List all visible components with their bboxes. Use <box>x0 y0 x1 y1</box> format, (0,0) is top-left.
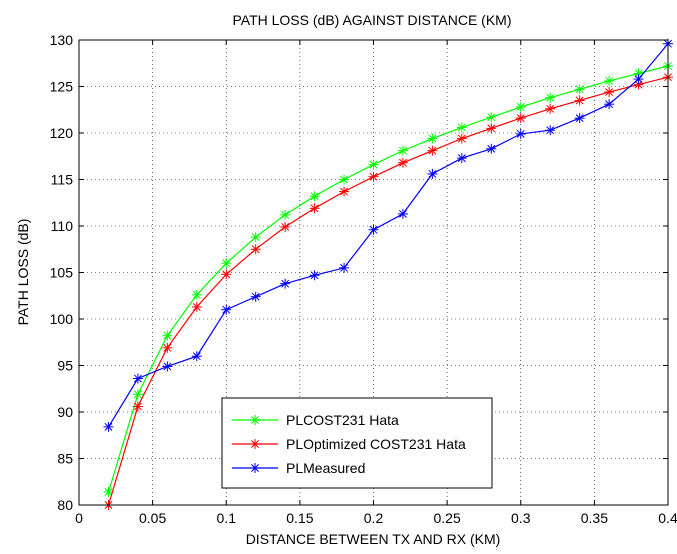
series-line <box>107 43 669 428</box>
data-point <box>397 208 408 219</box>
y-tick-label: 120 <box>50 125 74 141</box>
x-tick-label: 0.3 <box>511 510 531 526</box>
data-point <box>221 269 232 280</box>
series-line <box>107 65 669 493</box>
data-point <box>545 103 556 114</box>
data-point <box>515 101 526 112</box>
data-point <box>574 84 585 95</box>
data-point <box>191 301 202 312</box>
legend-label: PLOptimized COST231 Hata <box>286 436 466 452</box>
data-point <box>250 291 261 302</box>
data-series <box>103 38 673 510</box>
data-point <box>486 123 497 134</box>
data-point <box>397 145 408 156</box>
legend-box <box>221 397 493 489</box>
data-point <box>339 174 350 185</box>
data-point <box>191 351 202 362</box>
y-tick-label: 85 <box>57 451 73 467</box>
data-point <box>162 330 173 341</box>
data-point <box>604 99 615 110</box>
legend: PLCOST231 Hata PLOptimized COST231 Hata PL… <box>221 397 493 489</box>
data-point <box>604 87 615 98</box>
y-tick-label: 125 <box>50 79 74 95</box>
data-point <box>221 258 232 269</box>
data-point <box>162 342 173 353</box>
data-point <box>545 92 556 103</box>
y-tick-label: 115 <box>51 172 74 188</box>
data-point <box>132 373 143 384</box>
legend-marker <box>250 439 260 449</box>
series-2 <box>103 72 673 510</box>
data-point <box>427 145 438 156</box>
x-tick-label: 0.35 <box>581 510 608 526</box>
legend-label: PLMeasured <box>286 460 365 476</box>
data-point <box>633 74 644 85</box>
data-point <box>250 232 261 243</box>
series-1 <box>103 61 673 497</box>
data-point <box>486 112 497 123</box>
data-point <box>309 270 320 281</box>
chart-title: PATH LOSS (dB) AGAINST DISTANCE (KM) <box>232 12 511 28</box>
data-point <box>574 95 585 106</box>
data-point <box>368 171 379 182</box>
data-point <box>162 361 173 372</box>
y-tick-label: 105 <box>50 265 74 281</box>
data-point <box>456 133 467 144</box>
data-point <box>515 128 526 139</box>
data-point <box>132 401 143 412</box>
data-point <box>191 289 202 300</box>
data-point <box>280 221 291 232</box>
data-point <box>486 143 497 154</box>
data-point <box>368 224 379 235</box>
data-point <box>397 157 408 168</box>
data-point <box>545 125 556 136</box>
data-point <box>456 153 467 164</box>
y-tick-label: 110 <box>51 218 74 234</box>
axis-ticks: 0 0.05 0.1 0.15 0.2 0.25 0.3 0.35 0.4 80 85 90 95 100… <box>50 32 677 526</box>
legend-label: PLCOST231 Hata <box>286 412 399 428</box>
plot-frame <box>78 39 669 506</box>
data-point <box>339 186 350 197</box>
data-point <box>515 113 526 124</box>
y-tick-label: 100 <box>50 311 74 327</box>
data-point <box>132 389 143 400</box>
y-tick-label: 90 <box>57 404 73 420</box>
x-tick-label: 0.4 <box>658 510 677 526</box>
x-tick-label: 0.1 <box>217 510 237 526</box>
data-point <box>309 191 320 202</box>
x-tick-label: 0.05 <box>139 510 166 526</box>
data-point <box>427 168 438 179</box>
x-tick-label: 0.15 <box>286 510 313 526</box>
y-tick-label: 95 <box>57 358 73 374</box>
data-point <box>280 278 291 289</box>
data-point <box>368 159 379 170</box>
x-axis-label: DISTANCE BETWEEN TX AND RX (KM) <box>246 531 501 547</box>
y-axis-label: PATH LOSS (dB) <box>15 219 31 326</box>
series-line <box>107 76 669 506</box>
data-point <box>456 122 467 133</box>
data-point <box>604 75 615 86</box>
data-point <box>221 304 232 315</box>
legend-marker <box>250 415 260 425</box>
data-point <box>574 113 585 124</box>
data-point <box>309 203 320 214</box>
y-tick-label: 80 <box>57 497 73 513</box>
data-point <box>250 244 261 255</box>
x-tick-label: 0.2 <box>364 510 384 526</box>
data-point <box>427 133 438 144</box>
y-tick-label: 130 <box>50 32 74 48</box>
x-tick-label: 0.25 <box>434 510 461 526</box>
data-point <box>280 209 291 220</box>
data-point <box>339 262 350 273</box>
legend-marker <box>250 463 260 473</box>
x-tick-label: 0 <box>75 510 83 526</box>
series-3 <box>103 38 673 432</box>
data-point <box>103 421 114 432</box>
